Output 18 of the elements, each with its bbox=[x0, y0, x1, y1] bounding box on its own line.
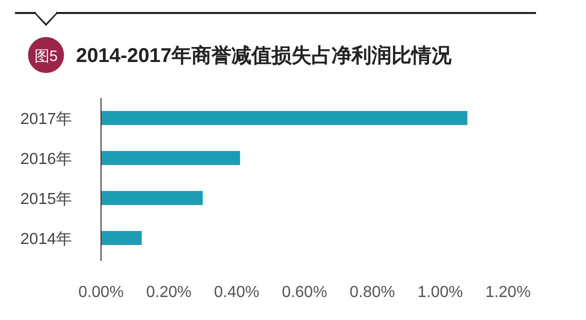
x-tick-label: 0.00% bbox=[78, 284, 124, 301]
y-tick-label: 2015年 bbox=[20, 191, 72, 208]
x-tick-label: 1.00% bbox=[417, 284, 463, 301]
y-tick-label: 2016年 bbox=[20, 151, 72, 168]
bar bbox=[101, 231, 142, 245]
x-tick-label: 0.60% bbox=[282, 284, 328, 301]
x-tick-label: 0.80% bbox=[350, 284, 396, 301]
y-tick-label: 2017年 bbox=[20, 111, 72, 128]
chart-title: 2014-2017年商誉减值损失占净利润比情况 bbox=[76, 44, 453, 67]
x-tick-label: 0.40% bbox=[214, 284, 260, 301]
caption: 图5 bbox=[34, 48, 58, 65]
badge: 图5 bbox=[28, 37, 64, 73]
x-tick-label: 1.20% bbox=[485, 284, 531, 301]
y-tick-label: 2014年 bbox=[20, 231, 72, 248]
bar bbox=[101, 111, 468, 125]
bar bbox=[101, 191, 203, 205]
x-tick-label: 0.20% bbox=[146, 284, 192, 301]
bar bbox=[101, 151, 240, 165]
